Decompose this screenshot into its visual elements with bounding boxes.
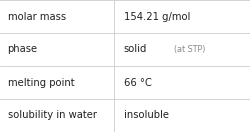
Text: 154.21 g/mol: 154.21 g/mol — [124, 11, 190, 22]
Text: solid: solid — [124, 44, 147, 55]
Text: 66 °C: 66 °C — [124, 77, 152, 88]
Text: molar mass: molar mass — [8, 11, 66, 22]
Text: (at STP): (at STP) — [174, 45, 205, 54]
Text: melting point: melting point — [8, 77, 74, 88]
Text: insoluble: insoluble — [124, 110, 169, 121]
Text: phase: phase — [8, 44, 38, 55]
Text: solubility in water: solubility in water — [8, 110, 96, 121]
